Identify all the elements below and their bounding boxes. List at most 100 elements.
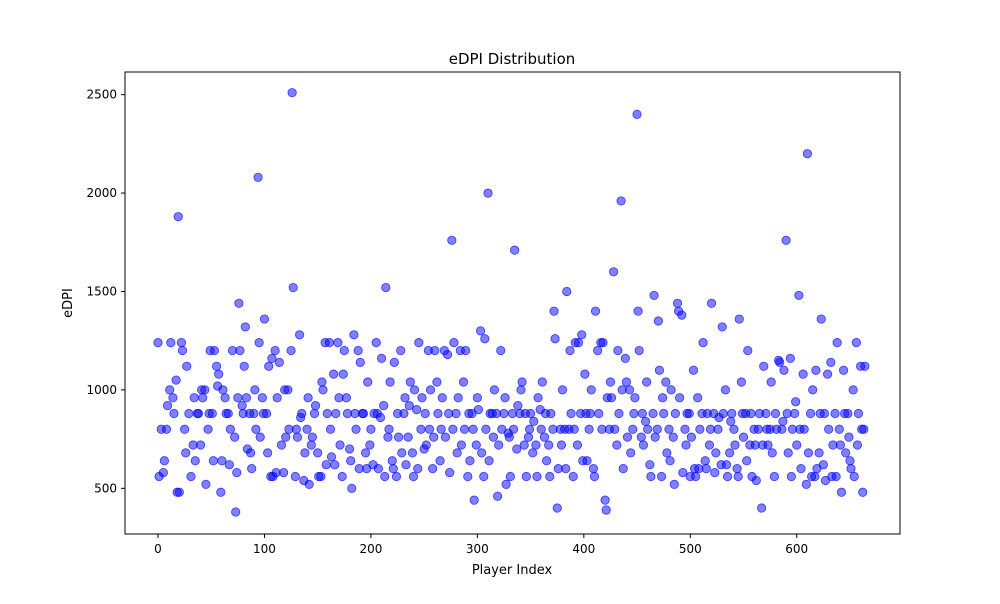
data-point (445, 467, 455, 478)
data-point (606, 393, 617, 403)
data-point (432, 377, 442, 387)
data-point (670, 408, 680, 419)
data-point (153, 338, 163, 348)
data-point (746, 408, 756, 419)
data-point (860, 361, 870, 371)
data-point (841, 448, 851, 458)
data-point (475, 326, 486, 336)
data-point (830, 408, 840, 419)
data-point (448, 424, 458, 434)
data-point (722, 471, 733, 482)
data-point (409, 385, 420, 395)
data-point (738, 432, 749, 442)
data-point (636, 432, 646, 442)
data-point (751, 475, 761, 486)
data-point (568, 471, 578, 482)
data-point (598, 338, 608, 348)
data-point (811, 365, 821, 375)
data-point (711, 448, 721, 458)
data-point (401, 460, 411, 470)
data-point (233, 393, 243, 403)
data-point (536, 424, 546, 434)
data-point (823, 369, 833, 379)
data-point (208, 456, 218, 466)
data-point (510, 245, 520, 255)
data-point (407, 448, 418, 458)
data-point (759, 361, 769, 371)
data-point (184, 408, 194, 419)
data-point (331, 408, 341, 419)
data-point (283, 385, 293, 395)
data-point (783, 448, 793, 458)
data-point (414, 338, 424, 348)
data-point (835, 440, 845, 450)
data-point (572, 440, 583, 450)
data-point (621, 377, 632, 387)
data-point (818, 460, 828, 470)
data-point (479, 471, 489, 482)
data-point (777, 424, 787, 434)
data-point (704, 440, 715, 450)
data-point (580, 369, 590, 379)
data-point (585, 408, 595, 419)
data-point (349, 330, 359, 340)
data-point (730, 440, 740, 450)
data-point (646, 471, 656, 482)
data-point (640, 416, 651, 426)
data-point (681, 440, 691, 450)
data-point (763, 440, 773, 450)
data-point (288, 282, 298, 293)
data-point (425, 385, 436, 395)
data-point (677, 310, 687, 320)
data-point (413, 464, 423, 474)
data-point (416, 424, 426, 434)
data-point (276, 440, 287, 450)
x-tick-label: 500 (679, 542, 702, 556)
data-point (672, 298, 683, 308)
data-point (168, 393, 178, 403)
data-point (562, 286, 572, 297)
data-point (316, 471, 326, 482)
data-point (321, 460, 331, 470)
data-point (250, 385, 260, 395)
data-point (537, 377, 547, 387)
data-point (638, 440, 649, 450)
data-point (706, 298, 717, 308)
data-point (732, 464, 742, 474)
data-point (338, 369, 348, 379)
data-point (469, 495, 479, 505)
data-point (742, 456, 752, 466)
data-point (786, 471, 797, 482)
data-point (613, 345, 623, 356)
x-tick-label: 400 (572, 542, 595, 556)
data-point (186, 471, 196, 482)
x-tick-label: 200 (359, 542, 382, 556)
data-point (304, 479, 314, 489)
data-point (225, 424, 235, 434)
data-point (456, 440, 466, 450)
data-point (582, 456, 592, 466)
data-point (700, 456, 710, 466)
data-point (633, 306, 643, 316)
data-point (255, 432, 265, 442)
data-point (433, 408, 443, 419)
data-point (524, 424, 535, 434)
data-point (458, 377, 469, 387)
data-point (436, 424, 446, 434)
data-point (637, 408, 647, 419)
data-point (521, 471, 531, 482)
data-point (381, 282, 391, 293)
data-point (246, 448, 256, 458)
data-point (211, 361, 222, 371)
data-point (237, 401, 247, 411)
data-point (294, 330, 305, 340)
data-point (286, 345, 296, 356)
data-point (435, 456, 445, 466)
data-point (201, 479, 211, 489)
data-point (669, 479, 679, 489)
data-point (529, 416, 539, 426)
data-point (622, 432, 633, 442)
data-point (720, 385, 731, 395)
data-point (481, 424, 491, 434)
data-point (484, 456, 494, 466)
